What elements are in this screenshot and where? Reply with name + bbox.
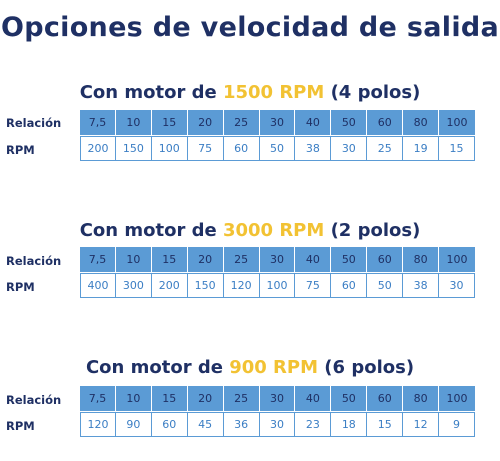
section-title-1500: Con motor de 1500 RPM (4 polos) — [0, 82, 500, 103]
ratio-cell: 25 — [224, 110, 260, 135]
rpm-cell: 50 — [367, 273, 404, 298]
ratio-cell: 10 — [116, 386, 152, 411]
rpm-cell: 19 — [403, 136, 440, 161]
rpm-cell: 30 — [331, 136, 368, 161]
rpm-cell: 18 — [331, 412, 368, 437]
ratio-cell: 30 — [260, 386, 296, 411]
section-title-rpm: 3000 RPM — [222, 220, 325, 241]
rpm-cell: 15 — [367, 412, 404, 437]
ratio-cell: 50 — [331, 386, 368, 411]
section-title-suffix: (6 polos) — [318, 357, 415, 378]
ratio-cell: 25 — [224, 386, 260, 411]
section-title-3000: Con motor de 3000 RPM (2 polos) — [0, 220, 500, 241]
rpm-cell: 75 — [295, 273, 332, 298]
ratio-cell: 15 — [152, 247, 188, 272]
rpm-row: 400 300 200 150 120 100 75 60 50 38 30 — [80, 273, 475, 298]
ratio-cell: 10 — [116, 247, 152, 272]
ratio-cell: 50 — [331, 247, 368, 272]
rpm-cell: 100 — [259, 273, 296, 298]
rpm-cell: 23 — [295, 412, 332, 437]
rpm-row: 120 90 60 45 36 30 23 18 15 12 9 — [80, 412, 475, 437]
ratio-cell: 10 — [116, 110, 152, 135]
rpm-cell: 45 — [187, 412, 224, 437]
ratio-cell: 80 — [403, 247, 440, 272]
rpm-cell: 200 — [151, 273, 188, 298]
rpm-cell: 60 — [223, 136, 260, 161]
rpm-cell: 200 — [80, 136, 116, 161]
rpm-cell: 38 — [403, 273, 440, 298]
section-title-suffix: (2 polos) — [324, 220, 421, 241]
ratio-cell: 7,5 — [80, 386, 116, 411]
ratio-row: 7,5 10 15 20 25 30 40 50 60 80 100 — [80, 247, 475, 272]
rpm-cell: 120 — [223, 273, 260, 298]
rpm-cell: 100 — [151, 136, 188, 161]
ratio-cell: 20 — [188, 386, 224, 411]
section-title-prefix: Con motor de — [85, 357, 230, 378]
row-label-rpm: RPM — [6, 280, 35, 294]
section-title-rpm: 1500 RPM — [222, 82, 325, 103]
ratio-row: 7,5 10 15 20 25 30 40 50 60 80 100 — [80, 110, 475, 135]
rpm-cell: 120 — [80, 412, 116, 437]
rpm-cell: 90 — [115, 412, 152, 437]
rpm-cell: 25 — [367, 136, 404, 161]
ratio-row: 7,5 10 15 20 25 30 40 50 60 80 100 — [80, 386, 475, 411]
section-title-rpm: 900 RPM — [229, 357, 319, 378]
row-label-rpm: RPM — [6, 143, 35, 157]
rpm-cell: 50 — [259, 136, 296, 161]
ratio-cell: 60 — [367, 110, 404, 135]
ratio-cell: 15 — [152, 110, 188, 135]
rpm-cell: 75 — [187, 136, 224, 161]
rpm-cell: 15 — [439, 136, 475, 161]
ratio-cell: 80 — [403, 110, 440, 135]
row-label-ratio: Relación — [6, 393, 62, 407]
section-title-prefix: Con motor de — [79, 220, 223, 241]
ratio-cell: 20 — [188, 110, 224, 135]
rpm-cell: 30 — [439, 273, 475, 298]
ratio-cell: 100 — [446, 253, 468, 266]
rpm-cell: 60 — [331, 273, 368, 298]
ratio-cell: 50 — [331, 110, 368, 135]
ratio-cell: 60 — [367, 386, 404, 411]
rpm-cell: 30 — [259, 412, 296, 437]
section-title-suffix: (4 polos) — [324, 82, 421, 103]
ratio-cell: 60 — [367, 247, 404, 272]
rpm-cell: 400 — [80, 273, 116, 298]
ratio-cell: 40 — [295, 247, 332, 272]
rpm-cell: 36 — [223, 412, 260, 437]
row-label-ratio: Relación — [6, 254, 62, 268]
ratio-cell: 30 — [260, 247, 296, 272]
ratio-cell: 7,5 — [80, 247, 116, 272]
ratio-cell: 80 — [403, 386, 440, 411]
ratio-cell: 100 — [446, 392, 468, 405]
rpm-cell: 60 — [151, 412, 188, 437]
rpm-cell: 150 — [187, 273, 224, 298]
ratio-cell: 40 — [295, 386, 332, 411]
ratio-cell: 15 — [152, 386, 188, 411]
rpm-cell: 300 — [115, 273, 152, 298]
section-title-900: Con motor de 900 RPM (6 polos) — [0, 357, 500, 378]
row-label-rpm: RPM — [6, 419, 35, 433]
ratio-cell: 40 — [295, 110, 332, 135]
row-label-ratio: Relación — [6, 116, 62, 130]
ratio-cell: 25 — [224, 247, 260, 272]
rpm-cell: 9 — [439, 412, 475, 437]
page-title: Opciones de velocidad de salida — [0, 12, 500, 43]
ratio-cell: 20 — [188, 247, 224, 272]
rpm-row: 200 150 100 75 60 50 38 30 25 19 15 — [80, 136, 475, 161]
ratio-cell: 30 — [260, 110, 296, 135]
ratio-cell: 100 — [446, 116, 468, 129]
rpm-cell: 38 — [295, 136, 332, 161]
ratio-cell: 7,5 — [80, 110, 116, 135]
rpm-cell: 150 — [115, 136, 152, 161]
rpm-cell: 12 — [403, 412, 440, 437]
section-title-prefix: Con motor de — [79, 82, 223, 103]
